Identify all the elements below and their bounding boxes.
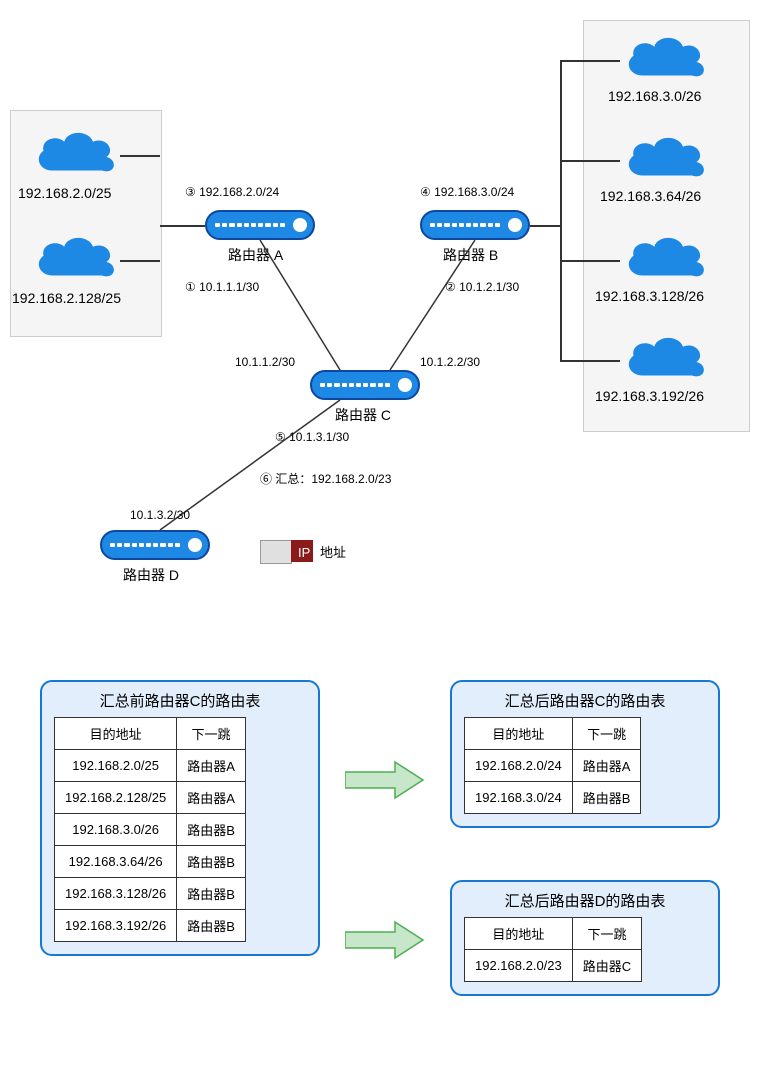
cloud-icon [620, 230, 710, 285]
table-row: 192.168.3.192/26路由器B [55, 910, 246, 942]
panel-after-c: 汇总后路由器C的路由表 目的地址 下一跳 192.168.2.0/24路由器A … [450, 680, 720, 828]
ip-label: ④ 192.168.3.0/24 [420, 185, 514, 199]
cloud-icon [620, 330, 710, 385]
panel-before-c: 汇总前路由器C的路由表 目的地址 下一跳 192.168.2.0/25路由器A … [40, 680, 320, 956]
cloud-icon [30, 230, 120, 285]
ip-label: ⑤ 10.1.3.1/30 [275, 430, 349, 444]
panel-title: 汇总后路由器D的路由表 [452, 890, 718, 911]
ip-label: 10.1.3.2/30 [130, 508, 190, 522]
ip-label: 10.1.1.2/30 [235, 355, 295, 369]
link-line [120, 260, 160, 262]
cloud-icon [620, 30, 710, 85]
cloud-label: 192.168.3.128/26 [595, 288, 704, 304]
router-label: 路由器 A [228, 245, 283, 265]
table-row: 192.168.3.0/26路由器B [55, 814, 246, 846]
link-line [560, 260, 620, 262]
ip-label: ⑥ 汇总：192.168.2.0/23 [260, 470, 391, 487]
cloud-label: 192.168.3.64/26 [600, 188, 701, 204]
link-line [160, 225, 205, 227]
table-header: 目的地址 [465, 718, 573, 750]
table-row: 192.168.3.0/24路由器B [465, 782, 641, 814]
network-diagram: 192.168.2.0/25 192.168.2.128/25 192.168.… [0, 0, 761, 1071]
table-header: 下一跳 [572, 918, 641, 950]
routing-table-after-d: 目的地址 下一跳 192.168.2.0/23路由器C [464, 917, 642, 982]
cloud-label: 192.168.3.192/26 [595, 388, 704, 404]
link-line [560, 360, 620, 362]
table-header: 目的地址 [55, 718, 177, 750]
ip-label: ① 10.1.1.1/30 [185, 280, 259, 294]
panel-title: 汇总前路由器C的路由表 [42, 690, 318, 711]
legend-text-extra: 地址 [320, 542, 346, 561]
routing-table-before: 目的地址 下一跳 192.168.2.0/25路由器A 192.168.2.12… [54, 717, 246, 942]
panel-title: 汇总后路由器C的路由表 [452, 690, 718, 711]
router-label: 路由器 B [443, 245, 498, 265]
cloud-icon [30, 125, 120, 180]
cloud-label: 192.168.2.0/25 [18, 185, 111, 201]
table-row: 192.168.2.0/24路由器A [465, 750, 641, 782]
table-header: 下一跳 [572, 718, 641, 750]
cloud-label: 192.168.2.128/25 [12, 290, 121, 306]
link-line [560, 60, 562, 360]
table-header: 目的地址 [465, 918, 573, 950]
link-line [120, 155, 160, 157]
routing-table-after-c: 目的地址 下一跳 192.168.2.0/24路由器A 192.168.3.0/… [464, 717, 641, 814]
router-c-icon [310, 370, 420, 400]
ip-label: ② 10.1.2.1/30 [445, 280, 519, 294]
arrow-icon [345, 920, 425, 960]
router-d-icon [100, 530, 210, 560]
table-row: 192.168.2.0/23路由器C [465, 950, 642, 982]
legend-box-icon [260, 540, 292, 564]
cloud-icon [620, 130, 710, 185]
link-line [530, 225, 560, 227]
router-label: 路由器 D [123, 565, 179, 585]
table-row: 192.168.2.128/25路由器A [55, 782, 246, 814]
table-header: 下一跳 [177, 718, 246, 750]
router-b-icon [420, 210, 530, 240]
link-line [560, 160, 620, 162]
link-line [560, 60, 620, 62]
cloud-label: 192.168.3.0/26 [608, 88, 701, 104]
panel-after-d: 汇总后路由器D的路由表 目的地址 下一跳 192.168.2.0/23路由器C [450, 880, 720, 996]
table-row: 192.168.2.0/25路由器A [55, 750, 246, 782]
router-a-icon [205, 210, 315, 240]
ip-label: 10.1.2.2/30 [420, 355, 480, 369]
router-label: 路由器 C [335, 405, 391, 425]
ip-label: ③ 192.168.2.0/24 [185, 185, 279, 199]
table-row: 192.168.3.64/26路由器B [55, 846, 246, 878]
arrow-icon [345, 760, 425, 800]
table-row: 192.168.3.128/26路由器B [55, 878, 246, 910]
